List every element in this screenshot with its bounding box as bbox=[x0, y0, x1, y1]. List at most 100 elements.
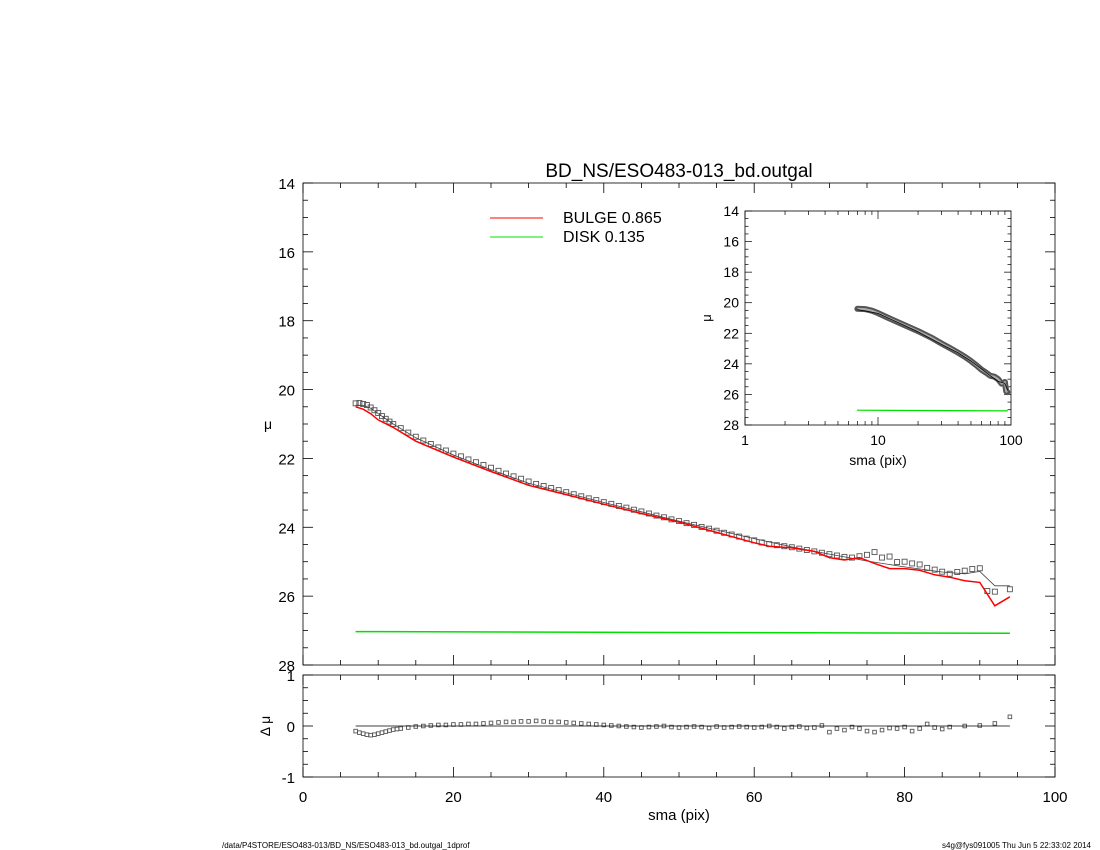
main-data-point bbox=[360, 401, 367, 407]
main-data-point bbox=[916, 561, 923, 568]
residual-data-point bbox=[782, 726, 787, 731]
residual-data-point bbox=[394, 726, 400, 732]
main-data-point bbox=[480, 462, 487, 468]
main-y-tick-label: 18 bbox=[278, 314, 295, 331]
residual-data-point bbox=[857, 726, 862, 731]
residual-data-point bbox=[887, 725, 892, 731]
main-data-point bbox=[856, 553, 863, 560]
main-data-point bbox=[721, 529, 728, 536]
residual-data-point bbox=[797, 724, 802, 729]
inset-y-tick-label: 28 bbox=[723, 417, 739, 433]
residual-data-point bbox=[924, 721, 930, 727]
residual-data-point bbox=[488, 720, 494, 726]
residual-data-point bbox=[526, 719, 531, 724]
residual-data-point bbox=[827, 729, 832, 735]
main-data-point bbox=[773, 542, 780, 549]
residual-data-point bbox=[842, 727, 847, 733]
footer-stamp: s4g@fys091005 Thu Jun 5 22:33:02 2014 bbox=[942, 841, 1091, 850]
residual-data-point bbox=[428, 723, 434, 728]
residual-data-point bbox=[364, 732, 370, 737]
residual-data-point bbox=[443, 722, 449, 728]
residual-x-tick-label: 40 bbox=[595, 789, 612, 806]
main-data-point bbox=[864, 551, 870, 558]
residual-data-point bbox=[556, 719, 561, 725]
residual-data-point bbox=[804, 725, 810, 731]
main-data-point bbox=[924, 564, 931, 571]
main-data-point bbox=[976, 565, 983, 572]
residual-data-point bbox=[357, 730, 362, 735]
legend-label-bulge: BULGE 0.865 bbox=[563, 210, 662, 227]
main-y-tick-label: 24 bbox=[278, 520, 295, 537]
residual-data-point bbox=[669, 724, 674, 730]
residual-data-point bbox=[609, 723, 614, 728]
main-data-point bbox=[1006, 586, 1013, 593]
residual-data-point bbox=[624, 724, 629, 729]
residual-data-point bbox=[473, 721, 479, 727]
main-chart-title: BD_NS/ESO483-013_bd.outgal bbox=[545, 161, 812, 182]
residual-data-point bbox=[578, 721, 584, 726]
main-data-point bbox=[894, 559, 901, 566]
residual-data-point bbox=[729, 724, 734, 730]
residual-data-point bbox=[601, 722, 607, 728]
main-data-point bbox=[886, 553, 893, 560]
main-data-point bbox=[901, 558, 908, 565]
residual-data-point bbox=[436, 722, 441, 728]
main-y-tick-label: 14 bbox=[278, 176, 295, 193]
residual-data-point bbox=[872, 729, 877, 735]
residual-data-point bbox=[379, 730, 385, 735]
residual-data-point bbox=[631, 724, 637, 730]
main-data-point bbox=[991, 588, 998, 595]
inset-y-axis-label: μ bbox=[699, 314, 714, 322]
residual-x-tick-label: 80 bbox=[896, 789, 913, 806]
main-data-point bbox=[352, 400, 359, 407]
main-data-point bbox=[518, 475, 525, 482]
residual-y-tick-label: 1 bbox=[287, 668, 295, 685]
inset-y-tick-label: 14 bbox=[723, 203, 739, 219]
main-data-point bbox=[969, 565, 976, 572]
main-data-point bbox=[826, 551, 833, 558]
main-data-point bbox=[457, 453, 464, 460]
residual-data-point bbox=[879, 727, 885, 733]
residual-y-axis-label: Δ μ bbox=[257, 716, 273, 737]
main-y-tick-label: 26 bbox=[278, 589, 295, 606]
residual-data-point bbox=[736, 724, 742, 729]
residual-data-point bbox=[533, 718, 539, 724]
main-y-tick-label: 16 bbox=[278, 245, 295, 262]
main-data-point bbox=[879, 554, 885, 561]
residual-data-point bbox=[383, 729, 388, 734]
residual-data-point bbox=[947, 724, 952, 730]
residual-x-tick-label: 20 bbox=[445, 789, 462, 806]
residual-data-point bbox=[481, 721, 486, 726]
main-data-point bbox=[909, 560, 916, 567]
residual-data-point bbox=[496, 720, 501, 725]
legend-label-disk: DISK 0.135 bbox=[563, 229, 645, 246]
residual-data-point bbox=[360, 731, 366, 736]
residual-data-point bbox=[894, 726, 900, 731]
residual-data-point bbox=[466, 721, 471, 727]
inset-x-tick-label: 1 bbox=[741, 432, 749, 448]
residual-data-point bbox=[353, 728, 358, 734]
main-data-point bbox=[390, 421, 397, 427]
main-data-point bbox=[405, 429, 412, 436]
main-data-point bbox=[525, 478, 532, 485]
main-series-disk-line bbox=[355, 630, 1010, 635]
residual-x-tick-label: 60 bbox=[746, 789, 763, 806]
residual-data-point bbox=[699, 724, 704, 730]
residual-data-point bbox=[917, 726, 922, 731]
inset-y-tick-label: 18 bbox=[723, 264, 739, 280]
residual-data-point bbox=[834, 726, 840, 731]
main-data-point bbox=[495, 467, 502, 474]
residual-x-tick-label: 100 bbox=[1042, 789, 1067, 806]
inset-y-tick-label: 26 bbox=[723, 386, 739, 402]
residual-data-point bbox=[992, 721, 998, 726]
main-data-point bbox=[961, 567, 968, 574]
inset-y-tick-label: 24 bbox=[723, 356, 739, 372]
main-data-point bbox=[946, 570, 953, 577]
footer-path: /data/P4STORE/ESO483-013/BD_NS/ESO483-01… bbox=[222, 841, 470, 850]
residual-data-point bbox=[548, 719, 554, 725]
residual-data-point bbox=[503, 719, 509, 725]
residual-data-point bbox=[939, 726, 945, 732]
main-data-point bbox=[465, 456, 472, 463]
main-data-point bbox=[833, 552, 840, 559]
